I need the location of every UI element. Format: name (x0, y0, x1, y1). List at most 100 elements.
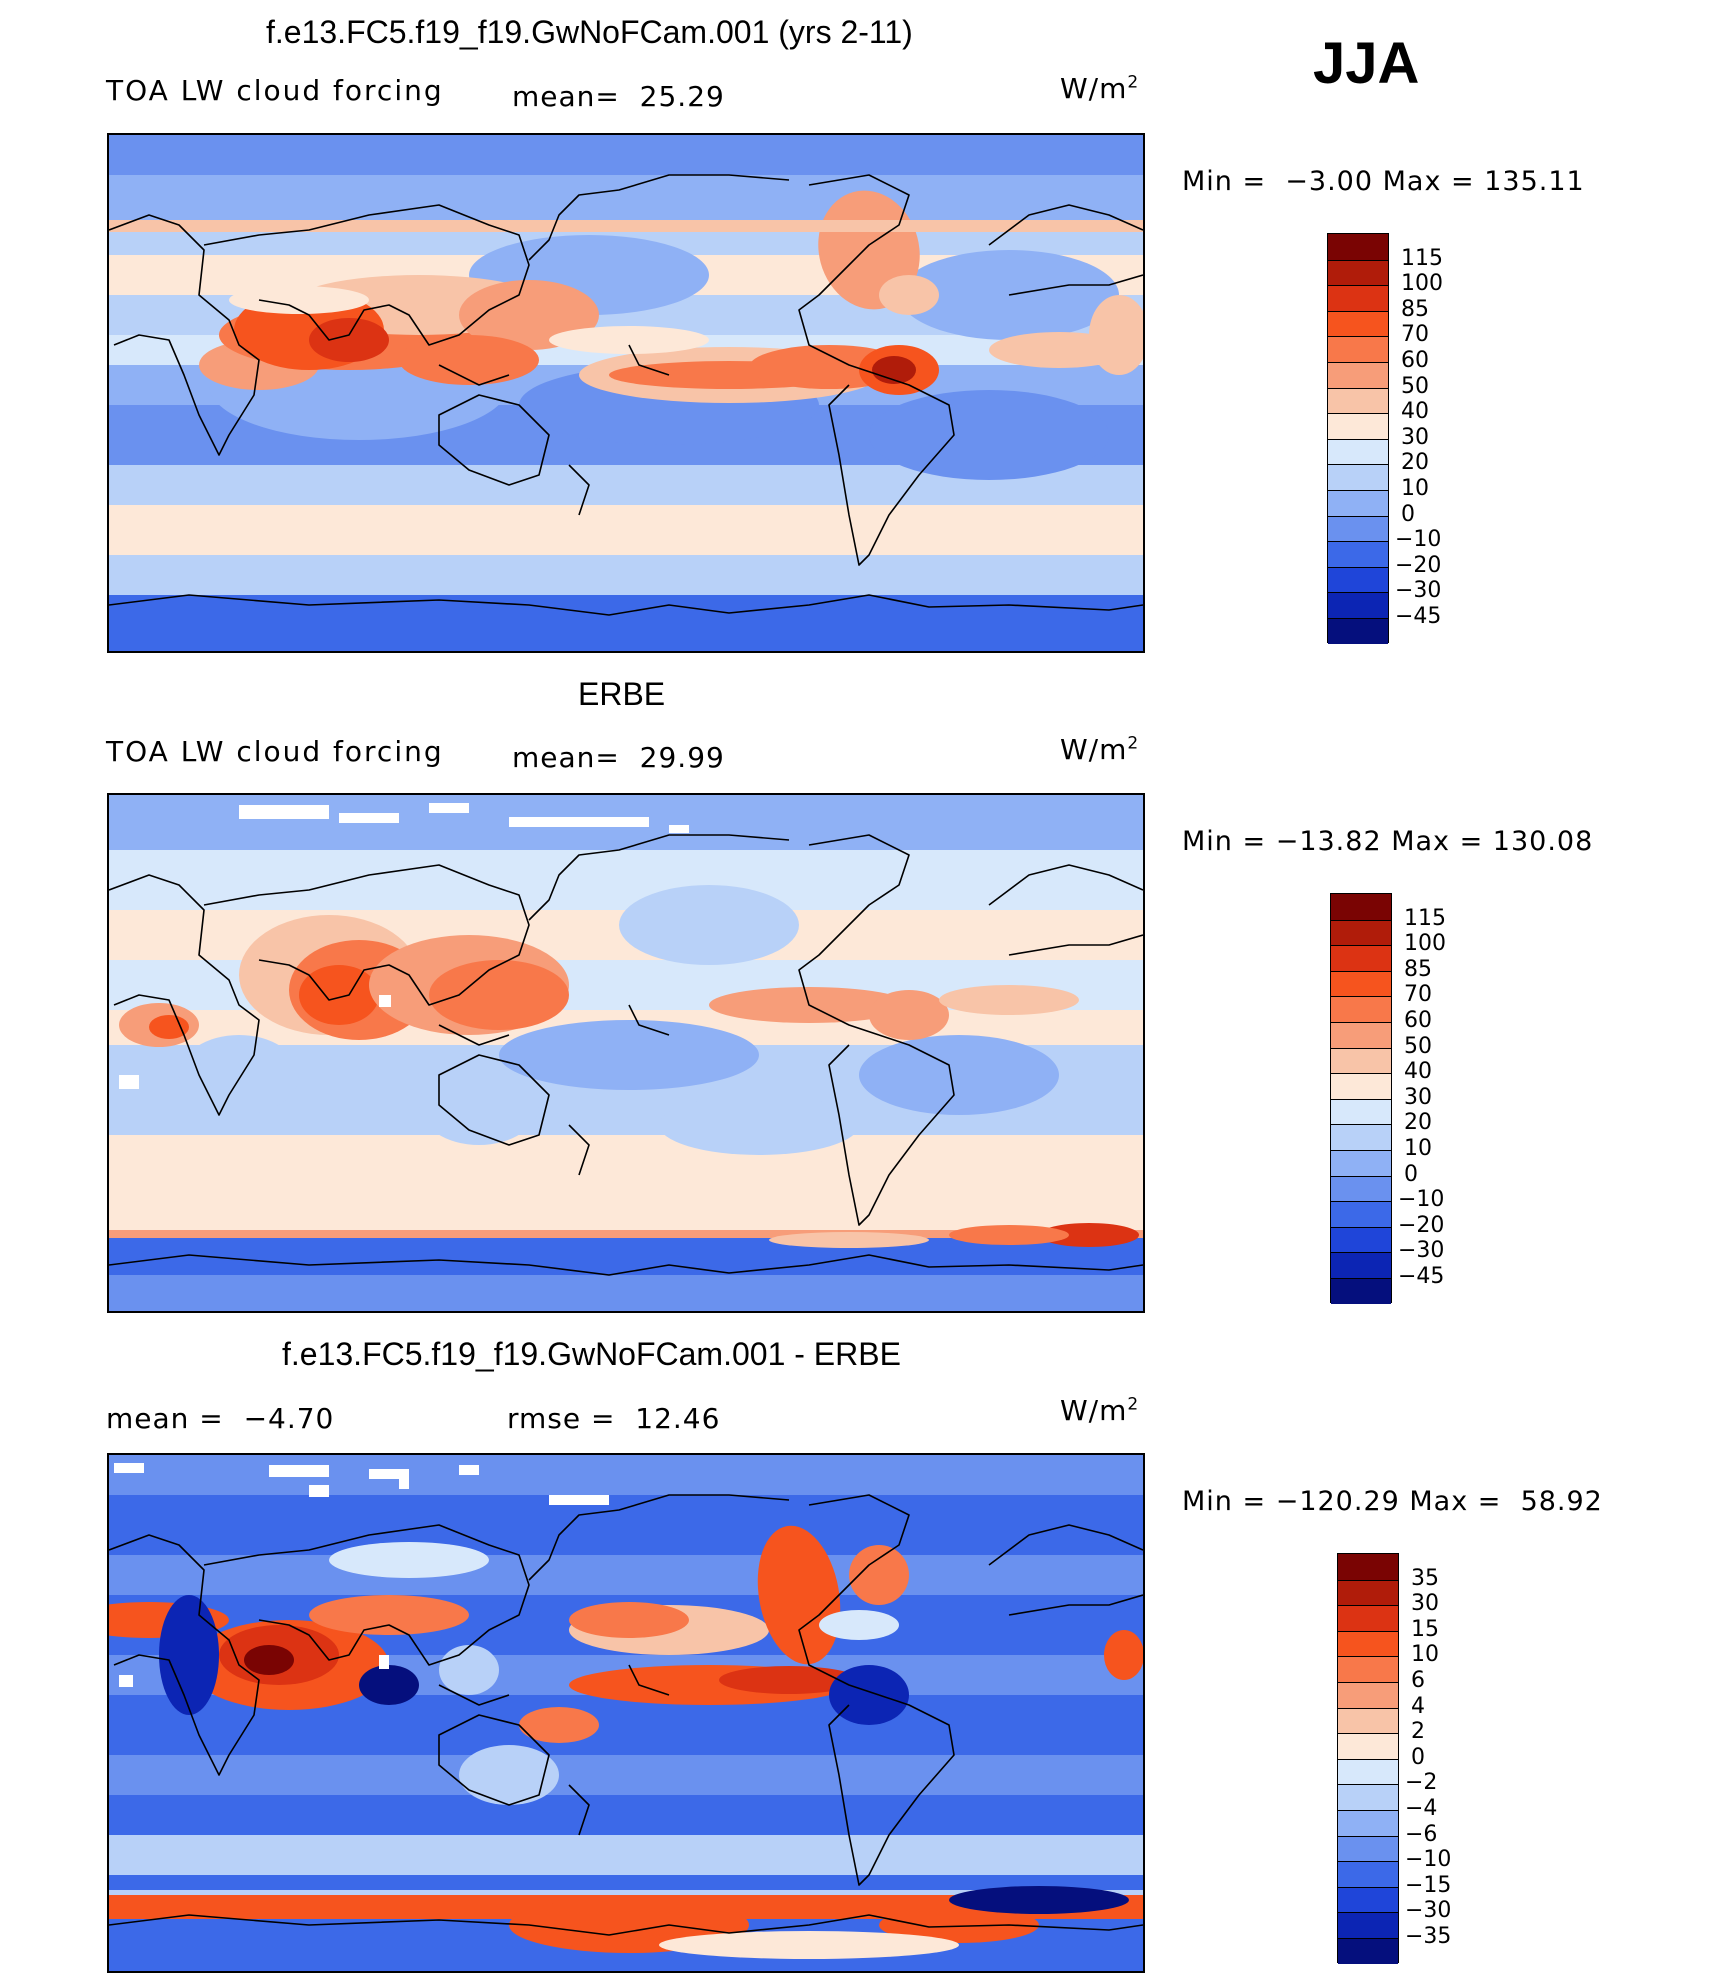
colorbar-swatch (1331, 1278, 1391, 1304)
colorbar-swatch (1338, 1861, 1398, 1887)
colorbar-swatch (1328, 234, 1388, 260)
season-label: JJA (1313, 31, 1420, 96)
colorbar-swatch (1338, 1630, 1398, 1657)
colorbar-tick-label: −20 (1398, 1212, 1445, 1238)
colorbar-swatch (1338, 1886, 1398, 1913)
panel-rmse-diff: rmse = 12.46 (507, 1402, 721, 1435)
colorbar-tick-label: 30 (1401, 424, 1429, 450)
colorbar-swatch (1331, 1022, 1391, 1048)
map-model (107, 133, 1145, 653)
colorbar-tick-label: 50 (1404, 1033, 1432, 1059)
colorbar-swatch (1328, 464, 1388, 490)
map-obs (107, 793, 1145, 1313)
panel-variable-label-model: TOA LW cloud forcing (106, 74, 444, 107)
colorbar-tick-label: −30 (1395, 578, 1442, 604)
colorbar-tick-label: 0 (1404, 1161, 1418, 1187)
colorbar-swatch (1338, 1810, 1398, 1836)
colorbar-tick-label: −10 (1398, 1187, 1445, 1213)
colorbar-tick-label: 30 (1404, 1084, 1432, 1110)
colorbar-swatch (1338, 1784, 1398, 1810)
colorbar-swatches (1337, 1553, 1399, 1964)
colorbar-tick-label: −2 (1405, 1770, 1438, 1796)
panel-mean-model: mean= 25.29 (512, 80, 725, 113)
colorbar-swatch (1338, 1835, 1398, 1862)
colorbar-swatch (1331, 1175, 1391, 1202)
colorbar-swatch (1328, 515, 1388, 542)
colorbar-tick-label: 4 (1411, 1693, 1425, 1719)
colorbar-swatch (1328, 566, 1388, 593)
colorbar-tick-label: 20 (1401, 450, 1429, 476)
colorbar-swatch (1331, 1047, 1391, 1074)
colorbar-swatch (1328, 310, 1388, 337)
colorbar-tick-label: 115 (1401, 245, 1443, 271)
colorbar-tick-label: 85 (1401, 296, 1429, 322)
colorbar-swatch (1328, 490, 1388, 516)
colorbar-swatches (1330, 893, 1392, 1304)
colorbar-swatch (1338, 1758, 1398, 1785)
panel-units-diff: W/m2 (1060, 1394, 1140, 1427)
colorbar-swatch (1331, 1252, 1391, 1278)
colorbar-tick-label: 50 (1401, 373, 1429, 399)
colorbar-swatch (1331, 970, 1391, 997)
colorbar-swatch (1331, 1098, 1391, 1125)
colorbar-tick-label: −30 (1405, 1898, 1452, 1924)
colorbar-swatch (1331, 1201, 1391, 1227)
colorbar-tick-label: −20 (1395, 552, 1442, 578)
colorbar-tick-label: 10 (1411, 1642, 1439, 1668)
colorbar-swatches (1327, 233, 1389, 644)
panel-title-diff: f.e13.FC5.f19_f19.GwNoFCam.001 - ERBE (282, 1336, 901, 1372)
colorbar-tick-label: 0 (1411, 1744, 1425, 1770)
panel-units-model: W/m2 (1060, 72, 1140, 105)
colorbar-swatch (1328, 413, 1388, 439)
colorbar-tick-label: 70 (1404, 982, 1432, 1008)
colorbar-swatch (1338, 1554, 1398, 1580)
panel-title-model: f.e13.FC5.f19_f19.GwNoFCam.001 (yrs 2-11… (266, 14, 913, 50)
minmax-obs: Min = −13.82 Max = 130.08 (1182, 826, 1594, 857)
colorbar-tick-label: −45 (1398, 1264, 1445, 1289)
colorbar-swatch (1338, 1938, 1398, 1964)
map-diff (107, 1453, 1145, 1973)
colorbar-swatch (1338, 1912, 1398, 1938)
colorbar-tick-label: 35 (1411, 1565, 1439, 1591)
colorbar-swatch (1331, 919, 1391, 946)
colorbar-tick-label: 70 (1401, 322, 1429, 348)
colorbar-tick-label: −45 (1395, 604, 1442, 629)
colorbar-swatch (1328, 592, 1388, 618)
colorbar-tick-label: 40 (1401, 399, 1429, 425)
colorbar-swatch (1331, 996, 1391, 1022)
colorbar-swatch (1328, 285, 1388, 311)
colorbar-swatch (1331, 1073, 1391, 1099)
colorbar-tick-label: 6 (1411, 1668, 1425, 1693)
colorbar-swatch (1328, 438, 1388, 465)
colorbar-tick-label: 60 (1401, 348, 1429, 373)
colorbar-swatch (1331, 1124, 1391, 1150)
colorbar-tick-label: 40 (1404, 1059, 1432, 1085)
colorbar-swatch (1338, 1579, 1398, 1606)
colorbar-swatch (1338, 1656, 1398, 1682)
colorbar-swatch (1328, 259, 1388, 286)
colorbar-swatch (1328, 541, 1388, 567)
colorbar-swatch (1338, 1682, 1398, 1708)
panel-title-obs: ERBE (578, 676, 666, 712)
colorbar-swatch (1328, 336, 1388, 362)
colorbar-tick-label: 100 (1401, 271, 1443, 297)
colorbar-tick-label: 10 (1401, 476, 1429, 501)
colorbar-tick-label: 100 (1404, 931, 1446, 957)
minmax-model: Min = −3.00 Max = 135.11 (1182, 166, 1585, 197)
colorbar-tick-label: 85 (1404, 956, 1432, 982)
colorbar-swatch (1331, 1150, 1391, 1176)
colorbar-tick-label: −10 (1405, 1847, 1452, 1873)
colorbar-tick-label: −35 (1405, 1924, 1452, 1949)
colorbar-tick-label: 60 (1404, 1008, 1432, 1033)
colorbar-swatch (1328, 362, 1388, 388)
colorbar-tick-label: −10 (1395, 527, 1442, 553)
colorbar-tick-label: −4 (1405, 1796, 1438, 1821)
panel-mean-obs: mean= 29.99 (512, 741, 725, 774)
colorbar-swatch (1338, 1733, 1398, 1759)
colorbar-swatch (1338, 1707, 1398, 1734)
colorbar-tick-label: 2 (1411, 1719, 1425, 1745)
colorbar-swatch (1331, 1226, 1391, 1253)
colorbar-tick-label: −6 (1405, 1821, 1438, 1847)
colorbar-tick-label: −30 (1398, 1238, 1445, 1264)
colorbar-swatch (1328, 618, 1388, 644)
